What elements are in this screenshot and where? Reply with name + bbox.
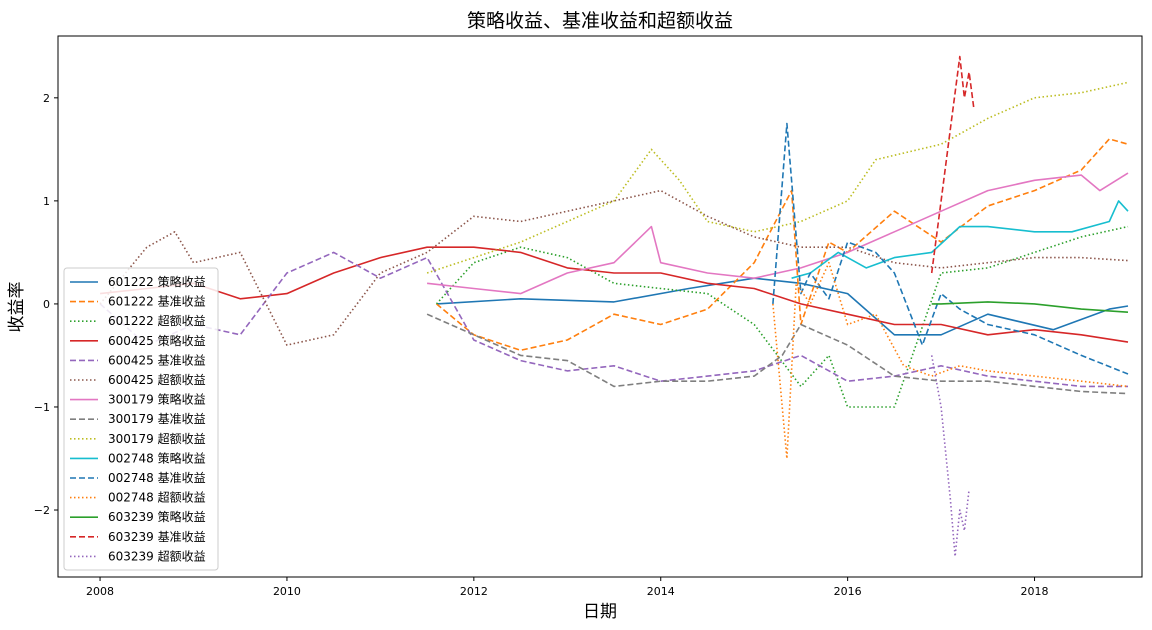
x-tick-label-5: 2018: [1021, 585, 1049, 598]
y-tick-label-3: 1: [43, 195, 50, 208]
series-line-7: [426, 313, 1129, 395]
y-axis-ticks: −2 −1 0 1 2: [34, 92, 58, 517]
legend-label-13: 603239 基准收益: [108, 530, 206, 544]
series-line-4: [99, 251, 1128, 388]
series-line-3: [100, 246, 1129, 343]
x-tick-label-1: 2010: [273, 585, 301, 598]
legend: 601222 策略收益 601222 基准收益 601222 超额收益 600425 …: [63, 267, 219, 571]
y-tick-label-0: −2: [34, 504, 50, 517]
series-line-14: [930, 355, 970, 558]
series-line-9: [791, 200, 1129, 279]
legend-box: [63, 267, 219, 571]
series-line-0: [436, 277, 1129, 336]
legend-label-2: 601222 超额收益: [108, 313, 206, 328]
series-line-12: [931, 301, 1129, 313]
series-line-11: [772, 261, 1129, 460]
legend-label-12: 603239 策略收益: [108, 509, 206, 524]
series-line-8: [426, 81, 1129, 274]
chart-title: 策略收益、基准收益和超额收益: [467, 10, 733, 32]
legend-label-3: 600425 策略收益: [108, 333, 206, 348]
legend-label-8: 300179 超额收益: [108, 431, 206, 446]
x-tick-label-3: 2014: [647, 585, 675, 598]
legend-label-0: 601222 策略收益: [108, 274, 206, 289]
series-line-6: [427, 172, 1129, 295]
x-axis-ticks: 2008 2010 2012 2014 2016 2018: [86, 577, 1049, 598]
x-tick-label-0: 2008: [86, 585, 114, 598]
legend-label-4: 600425 基准收益: [108, 353, 206, 367]
legend-label-5: 600425 超额收益: [108, 372, 206, 387]
y-tick-label-2: 0: [43, 298, 50, 311]
y-axis-label: 收益率: [7, 282, 27, 333]
x-tick-label-4: 2016: [834, 585, 862, 598]
legend-label-6: 300179 策略收益: [108, 392, 206, 407]
x-tick-label-2: 2012: [460, 585, 488, 598]
y-tick-label-1: −1: [34, 401, 50, 414]
series-line-1: [435, 138, 1129, 352]
series-line-2: [435, 225, 1129, 408]
plot-series: [99, 55, 1129, 558]
legend-label-11: 002748 超额收益: [108, 490, 206, 505]
plot-frame: [57, 35, 1143, 578]
series-line-13: [930, 55, 975, 274]
legend-label-1: 601222 基准收益: [108, 295, 206, 309]
y-tick-label-4: 2: [43, 92, 50, 105]
series-line-10: [772, 122, 1129, 375]
series-line-5: [99, 189, 1129, 346]
legend-label-14: 603239 超额收益: [108, 548, 206, 563]
x-axis-label: 日期: [583, 602, 617, 622]
legend-label-9: 002748 策略收益: [108, 450, 206, 465]
legend-label-10: 002748 基准收益: [108, 471, 206, 485]
legend-label-7: 300179 基准收益: [108, 412, 206, 426]
